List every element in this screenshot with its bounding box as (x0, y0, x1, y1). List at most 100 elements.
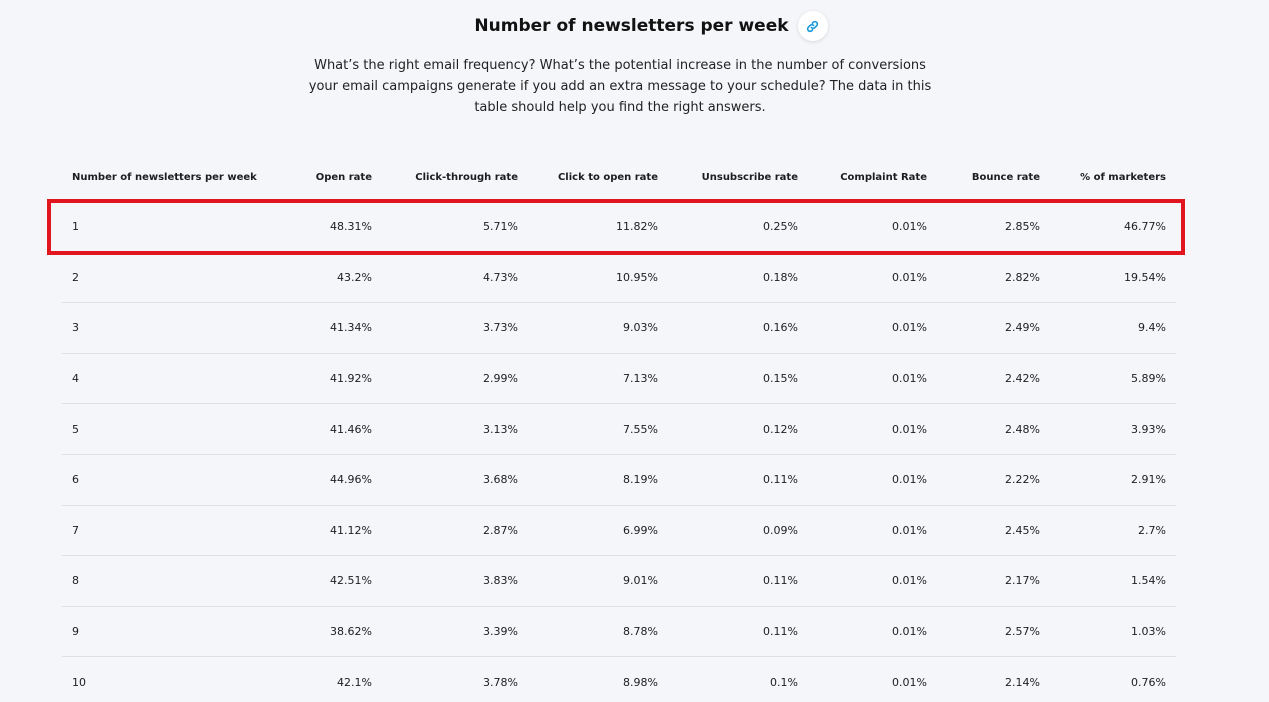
table-cell: 2.14% (937, 656, 1050, 702)
column-header: Number of newsletters per week (72, 171, 257, 183)
column-header: Click-through rate (415, 171, 518, 183)
column-header: Click to open rate (557, 171, 658, 183)
table-row: 1 48.31% 5.71% 11.82% 0.25% 0.01% 2.85% 46.77% (62, 202, 1176, 252)
table-cell: 5.71% (483, 220, 518, 234)
table-row: 6 44.96% 3.68% 8.19% 0.11% 0.01% 2.22% 2.91% (62, 453, 1176, 506)
table-cell: 2.87% (382, 504, 528, 556)
table-body: 1 48.31% 5.71% 11.82% 0.25% 0.01% 2.85% 46.77% 2… (62, 202, 1176, 702)
table-cell: 3.39% (382, 605, 528, 657)
table-cell: 46.77% (1124, 220, 1166, 234)
table-cell: 8.98% (528, 656, 668, 702)
table-cell: 3 (62, 302, 262, 354)
table-row: 3 41.34% 3.73% 9.03% 0.16% 0.01% 2.49% 9.4% (62, 302, 1176, 354)
column-header: Complaint Rate (840, 171, 927, 183)
table-cell: 3.13% (382, 403, 528, 455)
table-cell: 1.54% (1050, 555, 1176, 607)
column-header: % of marketers (1080, 171, 1166, 183)
table-cell: 0.11% (668, 605, 808, 657)
table-cell: 0.01% (808, 555, 937, 607)
table-row: 8 42.51% 3.83% 9.01% 0.11% 0.01% 2.17% 1.54% (62, 555, 1176, 607)
table-cell: 2.82% (937, 251, 1050, 303)
table-cell: 2.42% (937, 352, 1050, 404)
table-cell: 11.82% (616, 220, 658, 234)
table-cell: 3.78% (382, 656, 528, 702)
table-cell: 10 (62, 656, 262, 702)
table-cell: 2.7% (1050, 504, 1176, 556)
table-cell: 19.54% (1050, 251, 1176, 303)
table-cell: 0.11% (668, 453, 808, 506)
table-cell: 7.55% (528, 403, 668, 455)
newsletter-frequency-table: Number of newsletters per week Open rate C… (62, 152, 1176, 702)
table-cell: 8 (62, 555, 262, 607)
table-cell: 43.2% (262, 251, 382, 303)
table-cell: 9 (62, 605, 262, 657)
table-cell: 1 (72, 220, 79, 234)
column-header: Bounce rate (971, 171, 1040, 183)
table-cell: 2.48% (937, 403, 1050, 455)
table-cell: 2.22% (937, 453, 1050, 506)
table-cell: 0.11% (668, 555, 808, 607)
table-cell: 0.15% (668, 352, 808, 404)
table-cell: 41.34% (262, 302, 382, 354)
table-cell: 41.46% (262, 403, 382, 455)
table-cell: 41.92% (262, 352, 382, 404)
link-icon (806, 20, 819, 32)
table-cell: 0.01% (808, 352, 937, 404)
column-header: Unsubscribe rate (701, 171, 798, 183)
table-cell: 5 (62, 403, 262, 455)
table-cell: 0.01% (808, 656, 937, 702)
column-header: Open rate (315, 171, 372, 183)
table-row: 4 41.92% 2.99% 7.13% 0.15% 0.01% 2.42% 5.89% (62, 352, 1176, 404)
table-cell: 0.76% (1050, 656, 1176, 702)
copy-link-button[interactable] (797, 11, 828, 41)
table-cell: 0.01% (892, 220, 927, 234)
table-cell: 41.12% (262, 504, 382, 556)
table-cell: 2.91% (1050, 453, 1176, 506)
table-cell: 0.16% (668, 302, 808, 354)
table-cell: 0.01% (808, 605, 937, 657)
table-cell: 5.89% (1050, 352, 1176, 404)
table-cell: 0.18% (668, 251, 808, 303)
table-cell: 9.4% (1050, 302, 1176, 354)
table-cell: 0.01% (808, 302, 937, 354)
table-cell: 2.99% (382, 352, 528, 404)
table-cell: 2 (62, 251, 262, 303)
page-title: Number of newsletters per week (474, 16, 789, 36)
table-cell: 42.1% (262, 656, 382, 702)
table-cell: 0.01% (808, 453, 937, 506)
table-cell: 9.01% (528, 555, 668, 607)
table-cell: 44.96% (262, 453, 382, 506)
table-cell: 38.62% (262, 605, 382, 657)
table-cell: 2.49% (937, 302, 1050, 354)
table-cell: 0.25% (763, 220, 798, 234)
table-row: 2 43.2% 4.73% 10.95% 0.18% 0.01% 2.82% 19.54% (62, 251, 1176, 303)
table-cell: 0.01% (808, 403, 937, 455)
table-cell: 10.95% (528, 251, 668, 303)
data-table: Number of newsletters per week Open rate C… (62, 152, 1176, 702)
table-cell: 42.51% (262, 555, 382, 607)
table-cell: 1.03% (1050, 605, 1176, 657)
table-cell: 4.73% (382, 251, 528, 303)
table-cell: 2.57% (937, 605, 1050, 657)
table-cell: 0.1% (668, 656, 808, 702)
table-cell: 8.19% (528, 453, 668, 506)
table-cell: 7 (62, 504, 262, 556)
table-cell: 48.31% (330, 220, 372, 234)
table-row: 10 42.1% 3.78% 8.98% 0.1% 0.01% 2.14% 0.76% (62, 656, 1176, 702)
table-header: Number of newsletters per week Open rate C… (62, 152, 1176, 202)
title-row: Number of newsletters per week (0, 11, 1269, 41)
table-header-row: Number of newsletters per week Open rate C… (62, 152, 1176, 202)
table-cell: 3.68% (382, 453, 528, 506)
table-cell: 6.99% (528, 504, 668, 556)
table-cell: 2.45% (937, 504, 1050, 556)
table-row: 7 41.12% 2.87% 6.99% 0.09% 0.01% 2.45% 2.7% (62, 504, 1176, 556)
table-cell: 0.01% (808, 504, 937, 556)
table-cell: 8.78% (528, 605, 668, 657)
table-cell: 3.73% (382, 302, 528, 354)
table-cell: 2.85% (1005, 220, 1040, 234)
table-cell: 0.01% (808, 251, 937, 303)
table-row: 5 41.46% 3.13% 7.55% 0.12% 0.01% 2.48% 3.93% (62, 403, 1176, 455)
table-cell: 6 (62, 453, 262, 506)
table-cell: 4 (62, 352, 262, 404)
